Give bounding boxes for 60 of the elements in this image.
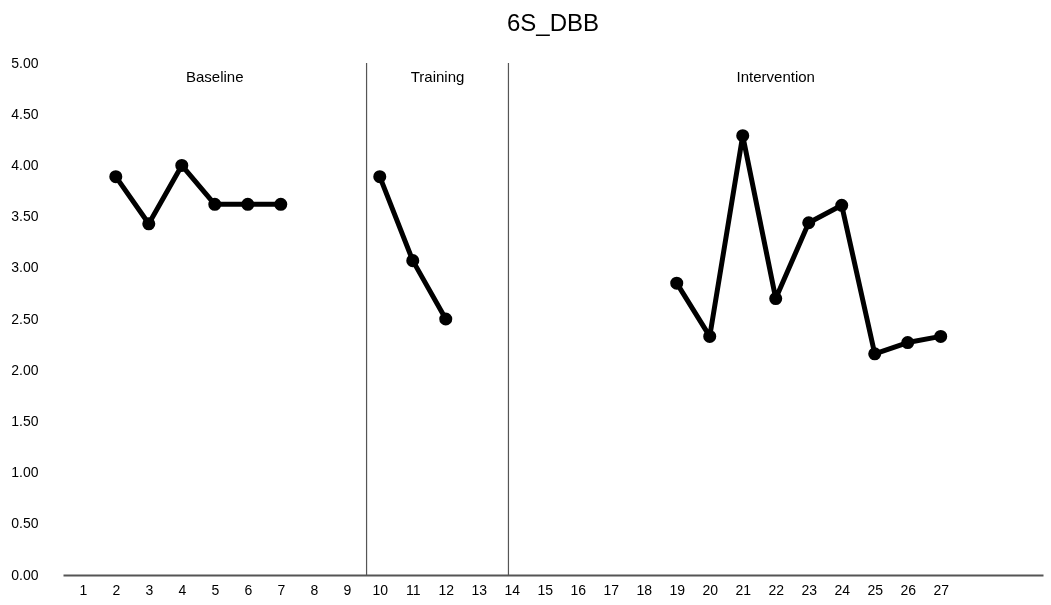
point bbox=[901, 336, 915, 350]
y-tick-label: 1.50 bbox=[11, 412, 39, 429]
y-tick-label: 0.50 bbox=[11, 515, 39, 532]
point bbox=[703, 329, 717, 343]
y-tick-label: 2.50 bbox=[11, 310, 39, 327]
x-tick-label: 6 bbox=[244, 581, 253, 598]
point bbox=[208, 197, 222, 211]
y-tick-label: 3.00 bbox=[11, 259, 39, 276]
x-tick-label: 17 bbox=[603, 581, 620, 598]
point bbox=[142, 217, 156, 231]
point bbox=[835, 198, 849, 212]
x-tick-label: 9 bbox=[343, 581, 352, 598]
x-tick-label: 2 bbox=[112, 581, 121, 598]
x-tick-label: 15 bbox=[537, 581, 554, 598]
x-tick-label: 21 bbox=[735, 581, 752, 598]
x-tick-label: 8 bbox=[310, 581, 319, 598]
x-tick-label: 16 bbox=[570, 581, 587, 598]
x-tick-label: 24 bbox=[834, 581, 851, 598]
annotation: Training bbox=[410, 68, 465, 85]
x-tick-label: 7 bbox=[277, 581, 286, 598]
x-tick-label: 10 bbox=[372, 581, 389, 598]
x-tick-label: 3 bbox=[145, 581, 154, 598]
y-tick-label: 4.50 bbox=[11, 105, 39, 122]
annotation: Intervention bbox=[736, 68, 815, 85]
x-tick-label: 14 bbox=[504, 581, 521, 598]
point bbox=[241, 197, 255, 211]
point bbox=[439, 312, 453, 326]
x-tick-label: 11 bbox=[405, 581, 421, 598]
x-tick-label: 4 bbox=[178, 581, 187, 598]
x-tick-label: 27 bbox=[933, 581, 950, 598]
x-tick-label: 1 bbox=[79, 581, 88, 598]
x-tick-label: 23 bbox=[801, 581, 818, 598]
y-tick-label: 2.00 bbox=[11, 361, 39, 378]
point bbox=[274, 197, 288, 211]
annotation: Baseline bbox=[186, 68, 244, 85]
point bbox=[769, 292, 783, 306]
y-tick-label: 0.00 bbox=[11, 566, 39, 583]
x-tick-label: 20 bbox=[702, 581, 719, 598]
x-tick-label: 12 bbox=[438, 581, 455, 598]
x-tick-label: 25 bbox=[867, 581, 884, 598]
point bbox=[934, 329, 948, 343]
point bbox=[109, 170, 123, 184]
y-tick-label: 5.00 bbox=[11, 54, 39, 71]
point bbox=[670, 276, 684, 290]
x-tick-label: 26 bbox=[900, 581, 917, 598]
x-tick-label: 19 bbox=[669, 581, 686, 598]
x-tick-label: 18 bbox=[636, 581, 653, 598]
x-tick-label: 5 bbox=[211, 581, 220, 598]
point bbox=[868, 347, 882, 361]
point bbox=[373, 170, 387, 184]
x-tick-label: 22 bbox=[768, 581, 785, 598]
y-tick-label: 3.50 bbox=[11, 208, 39, 225]
point bbox=[802, 216, 816, 230]
y-tick-label: 4.00 bbox=[11, 156, 39, 173]
point bbox=[736, 129, 750, 143]
point bbox=[406, 254, 420, 268]
x-tick-label: 13 bbox=[471, 581, 488, 598]
y-tick-label: 1.00 bbox=[11, 464, 39, 481]
chart-title: 6S_DBB bbox=[506, 9, 600, 36]
point bbox=[175, 158, 189, 172]
